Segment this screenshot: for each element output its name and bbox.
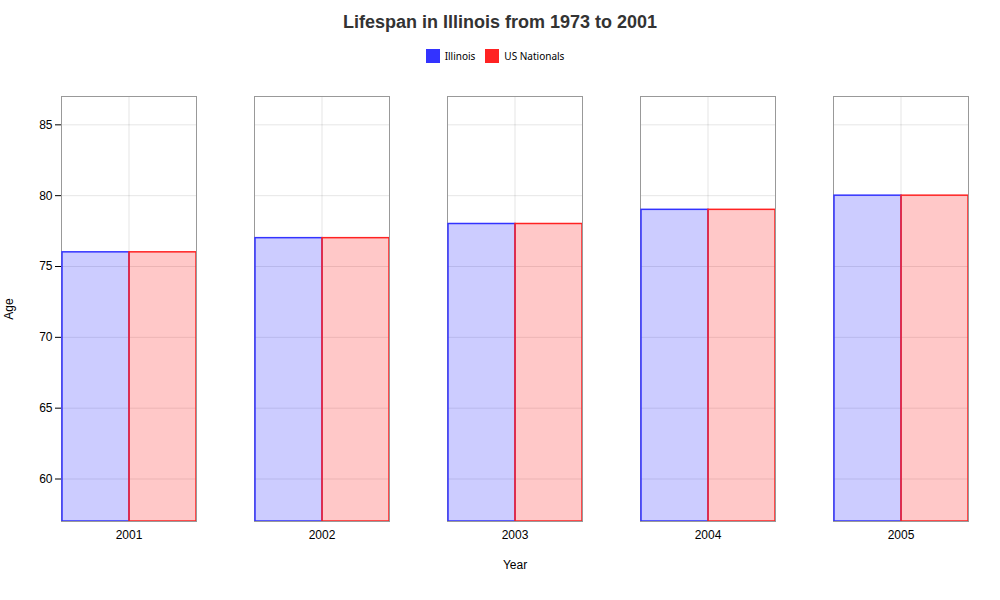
- html-text:US Nationals: US Nationals: [504, 48, 565, 63]
- svg-text:2004: 2004: [695, 528, 722, 542]
- svg-text:85: 85: [39, 118, 53, 132]
- svg-text:2003: 2003: [502, 528, 529, 542]
- svg-text:60: 60: [39, 472, 53, 486]
- html-text:Lifespan in Illinois from 1973: Lifespan in Illinois from 1973 to 2001: [342, 12, 657, 32]
- svg-text:65: 65: [39, 401, 53, 415]
- svg-text:75: 75: [39, 259, 53, 273]
- svg-text:70: 70: [39, 330, 53, 344]
- svg-text:2005: 2005: [888, 528, 915, 542]
- svg-text:2002: 2002: [309, 528, 336, 542]
- svg-text:Age: Age: [2, 298, 16, 320]
- svg-text:2001: 2001: [116, 528, 143, 542]
- svg-text:Year: Year: [503, 558, 527, 572]
- html-text:Illinois: Illinois: [444, 48, 476, 63]
- svg-text:80: 80: [39, 189, 53, 203]
